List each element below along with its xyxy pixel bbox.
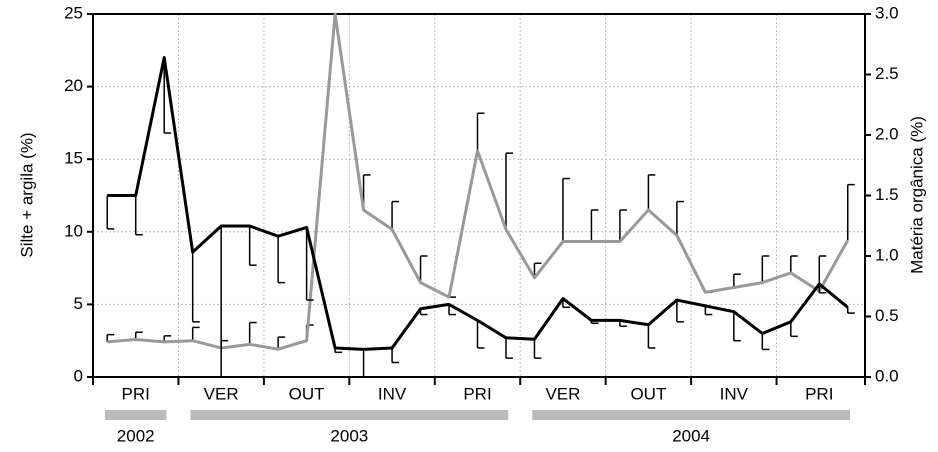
- y-tick-label: 0: [74, 366, 83, 385]
- year-bar: [105, 410, 167, 420]
- season-label: PRI: [463, 384, 491, 403]
- season-label: OUT: [289, 384, 325, 403]
- y2-tick-label: 1.0: [875, 245, 899, 264]
- y2-tick-label: 0.0: [875, 366, 899, 385]
- data-line: [107, 56, 849, 351]
- year-label: 2004: [672, 426, 710, 445]
- y2-tick-label: 2.5: [875, 64, 899, 83]
- year-label: 2003: [330, 426, 368, 445]
- season-label: VER: [204, 384, 239, 403]
- season-label: VER: [545, 384, 580, 403]
- season-label: PRI: [122, 384, 150, 403]
- year-label: 2002: [117, 426, 155, 445]
- y-tick-label: 15: [64, 149, 83, 168]
- season-label: PRI: [805, 384, 833, 403]
- year-bar: [532, 410, 850, 420]
- y-tick-label: 5: [74, 294, 83, 313]
- season-label: OUT: [630, 384, 666, 403]
- plot-frame: [92, 13, 866, 378]
- y2-tick-label: 0.5: [875, 306, 899, 325]
- y2-axis-label: Matéria orgânica (%): [907, 116, 926, 274]
- season-label: INV: [720, 384, 749, 403]
- y-tick-label: 20: [64, 76, 83, 95]
- y-tick-label: 25: [64, 3, 83, 22]
- y-axis-label: Silte + argila (%): [17, 132, 36, 257]
- season-label: INV: [378, 384, 407, 403]
- y2-tick-label: 2.0: [875, 124, 899, 143]
- y2-tick-label: 1.5: [875, 185, 899, 204]
- y-tick-label: 10: [64, 221, 83, 240]
- data-line: [107, 12, 850, 351]
- y2-tick-label: 3.0: [875, 3, 899, 22]
- year-bar: [190, 410, 509, 420]
